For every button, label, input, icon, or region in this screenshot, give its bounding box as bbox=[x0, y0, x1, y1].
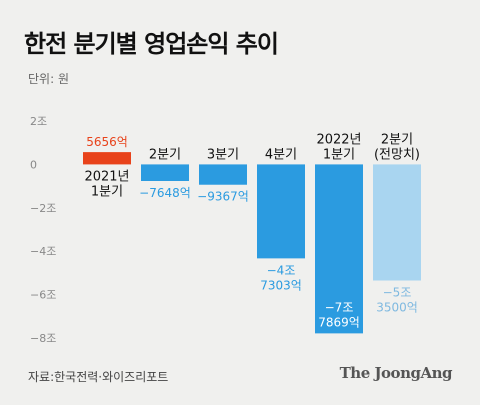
data-label: −7648억 bbox=[139, 186, 191, 200]
category-label: 2분기 bbox=[381, 132, 413, 147]
bar bbox=[315, 164, 363, 334]
category-label: 4분기 bbox=[265, 147, 297, 162]
data-label: −4조 bbox=[267, 263, 296, 277]
bar bbox=[257, 164, 305, 259]
y-tick-label: −2조 bbox=[30, 202, 56, 215]
bar bbox=[83, 152, 131, 165]
chart-title: 한전 분기별 영업손익 추이 bbox=[24, 30, 279, 58]
category-label: (전망치) bbox=[374, 147, 420, 162]
y-tick-label: −4조 bbox=[30, 245, 56, 258]
data-label: 7869억 bbox=[318, 315, 360, 329]
y-tick-label: 0 bbox=[30, 158, 37, 171]
category-label: 2021년 bbox=[84, 169, 129, 184]
bar bbox=[373, 164, 421, 281]
data-label: −9367억 bbox=[197, 190, 249, 204]
category-label: 2분기 bbox=[149, 147, 181, 162]
brand-logo: The JoongAng bbox=[339, 364, 453, 382]
category-label: 2022년 bbox=[316, 132, 361, 147]
y-tick-label: −6조 bbox=[30, 289, 56, 302]
y-tick-label: 2조 bbox=[30, 115, 47, 128]
data-label: 5656억 bbox=[86, 135, 128, 149]
data-label: −5조 bbox=[383, 285, 412, 299]
bar bbox=[199, 164, 247, 185]
y-tick-label: −8조 bbox=[30, 332, 56, 345]
category-label: 3분기 bbox=[207, 147, 239, 162]
data-label: 7303억 bbox=[260, 278, 302, 292]
data-label: −7조 bbox=[325, 300, 354, 314]
bar bbox=[141, 164, 189, 181]
unit-label: 단위: 원 bbox=[28, 72, 69, 86]
category-label: 1분기 bbox=[323, 147, 355, 162]
category-label: 1분기 bbox=[91, 184, 123, 199]
data-label: 3500억 bbox=[376, 300, 418, 314]
source-label: 자료:한국전력·와이즈리포트 bbox=[28, 370, 169, 384]
